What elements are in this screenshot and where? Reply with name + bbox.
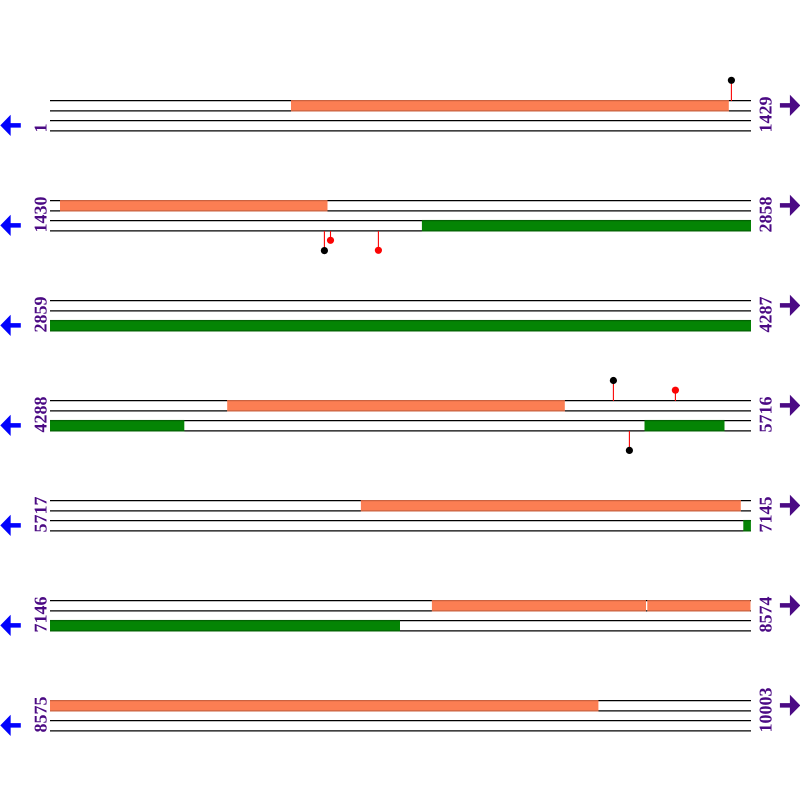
svg-text:5717: 5717 (31, 497, 51, 533)
svg-text:8574: 8574 (755, 597, 775, 633)
svg-text:10003: 10003 (755, 688, 775, 733)
svg-text:1: 1 (31, 124, 51, 133)
svg-text:2859: 2859 (31, 297, 51, 333)
svg-text:1430: 1430 (31, 197, 51, 233)
svg-text:4288: 4288 (31, 397, 51, 433)
svg-text:7145: 7145 (755, 497, 775, 533)
svg-text:1429: 1429 (755, 97, 775, 133)
svg-text:2858: 2858 (755, 197, 775, 233)
svg-text:8575: 8575 (31, 697, 51, 733)
svg-text:5716: 5716 (755, 397, 775, 433)
svg-text:7146: 7146 (31, 597, 51, 633)
svg-text:4287: 4287 (755, 297, 775, 333)
